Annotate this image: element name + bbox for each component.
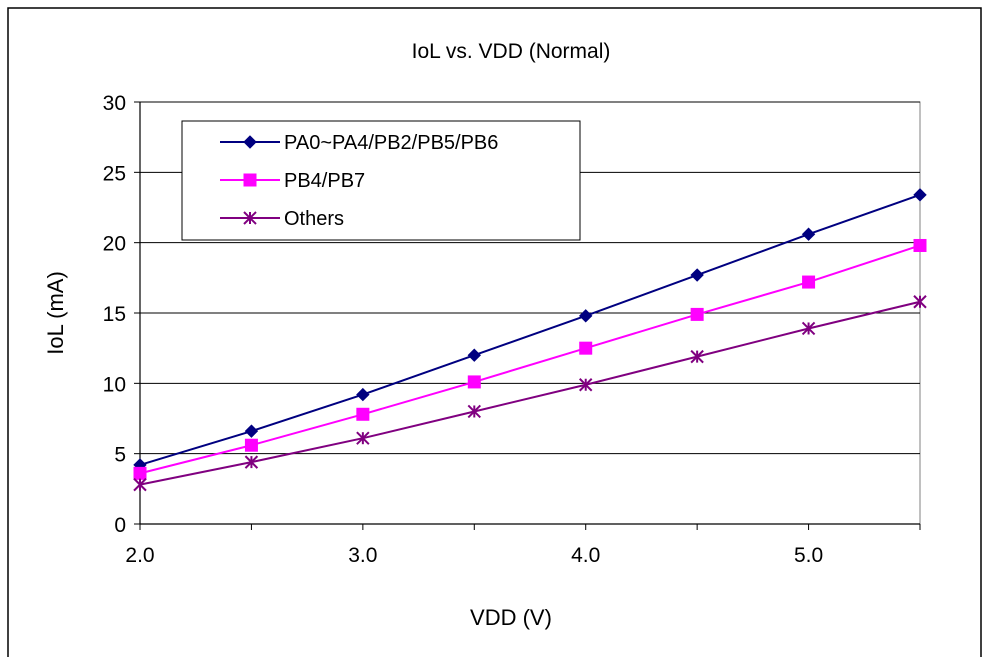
data-point-star xyxy=(801,321,816,336)
data-point-star xyxy=(913,295,927,309)
legend-item: PA0~PA4/PB2/PB5/PB6 xyxy=(220,132,498,154)
x-axis-label: VDD (V) xyxy=(470,605,552,630)
data-point-square xyxy=(802,275,816,289)
data-point-diamond xyxy=(690,268,704,282)
y-tick-label: 10 xyxy=(103,373,126,396)
y-tick-label: 5 xyxy=(114,444,126,467)
data-point-star xyxy=(356,431,370,445)
y-tick-label: 0 xyxy=(114,514,126,537)
axes: 0 5 10 15 20 25 30 2.0 3.0 4.0 5.0 xyxy=(103,92,921,567)
data-point-star xyxy=(133,477,147,492)
legend-item: PB4/PB7 xyxy=(220,170,365,192)
data-point-star xyxy=(690,349,704,364)
data-point-square xyxy=(467,375,481,389)
data-point-square xyxy=(133,466,147,480)
series-line xyxy=(139,244,921,475)
data-point-diamond xyxy=(467,348,481,362)
data-point-star xyxy=(244,455,259,469)
data-point-star xyxy=(243,211,257,225)
y-tick-label: 30 xyxy=(103,92,126,115)
data-point-square xyxy=(913,238,927,252)
data-point-square xyxy=(579,341,593,355)
y-tick-label: 15 xyxy=(103,303,126,326)
y-tick-label: 20 xyxy=(103,233,126,256)
y-tick-label: 25 xyxy=(103,162,126,185)
data-point-diamond xyxy=(244,424,259,438)
data-point-square xyxy=(690,307,704,321)
data-point-diamond xyxy=(801,227,816,241)
series-line xyxy=(139,193,921,466)
series-lines xyxy=(133,188,927,492)
series-2 xyxy=(133,238,927,480)
legend-label: PB4/PB7 xyxy=(284,170,365,192)
data-point-square xyxy=(244,438,258,452)
data-point-diamond xyxy=(356,387,370,402)
legend-item: Others xyxy=(220,208,344,230)
series-3 xyxy=(133,295,927,492)
legend: PA0~PA4/PB2/PB5/PB6 PB4/PB7 Others xyxy=(181,120,581,241)
data-point-diamond xyxy=(243,135,257,149)
legend-label: PA0~PA4/PB2/PB5/PB6 xyxy=(284,132,498,154)
x-tick-label: 4.0 xyxy=(571,544,600,567)
x-tick-label: 5.0 xyxy=(794,544,823,567)
y-axis-label: IoL (mA) xyxy=(43,271,68,355)
chart-title: IoL vs. VDD (Normal) xyxy=(412,40,611,63)
data-point-square xyxy=(243,173,257,187)
data-point-diamond xyxy=(913,188,927,202)
x-tick-label: 3.0 xyxy=(348,544,377,567)
data-point-star xyxy=(467,404,481,419)
data-point-square xyxy=(356,407,370,421)
series-line xyxy=(139,300,921,486)
legend-label: Others xyxy=(284,208,344,230)
data-point-star xyxy=(579,378,593,392)
x-tick-label: 2.0 xyxy=(125,544,154,567)
data-point-diamond xyxy=(579,309,593,323)
